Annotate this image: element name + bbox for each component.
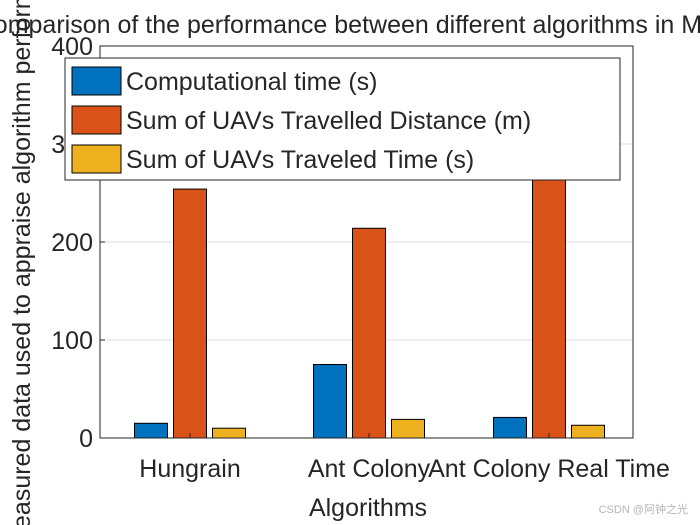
legend-box	[64, 57, 621, 181]
chart-title: Comparison of the performance between di…	[0, 11, 700, 39]
bar-hungrain-series-3	[212, 427, 246, 438]
y-tick-label: 0	[79, 425, 93, 453]
bar-hungrain-series-2	[173, 188, 207, 438]
y-tick-label: 400	[51, 33, 93, 61]
bar-ant-colony-series-1	[313, 364, 347, 438]
legend-swatch	[71, 144, 122, 174]
y-axis-label: Measured data used to appraise algorithm…	[8, 0, 36, 525]
legend-label: Sum of UAVs Traveled Time (s)	[126, 146, 474, 174]
legend-swatch	[71, 66, 122, 96]
x-tick-label: Hungrain	[139, 455, 240, 483]
legend-label: Sum of UAVs Travelled Distance (m)	[126, 107, 531, 135]
bars	[134, 119, 605, 438]
x-tick-label: Ant Colony Real Time	[428, 455, 670, 483]
watermark: CSDN @阿钟之光	[598, 504, 688, 516]
x-axis-label: Algorithms	[309, 494, 427, 522]
y-tick-label: 200	[51, 229, 93, 257]
legend-swatch	[71, 105, 122, 135]
y-tick-label: 100	[51, 327, 93, 355]
bar-hungrain-series-1	[134, 422, 168, 438]
bar-ant-colony-series-3	[391, 418, 425, 438]
x-tick-label: Ant Colony	[308, 455, 431, 483]
bar-ant-colony-real-time-series-1	[493, 416, 527, 438]
bar-ant-colony-series-2	[352, 227, 386, 438]
legend: Computational time (s) Sum of UAVs Travel…	[64, 57, 621, 181]
legend-label: Computational time (s)	[126, 68, 377, 96]
bar-ant-colony-real-time-series-3	[571, 424, 605, 438]
